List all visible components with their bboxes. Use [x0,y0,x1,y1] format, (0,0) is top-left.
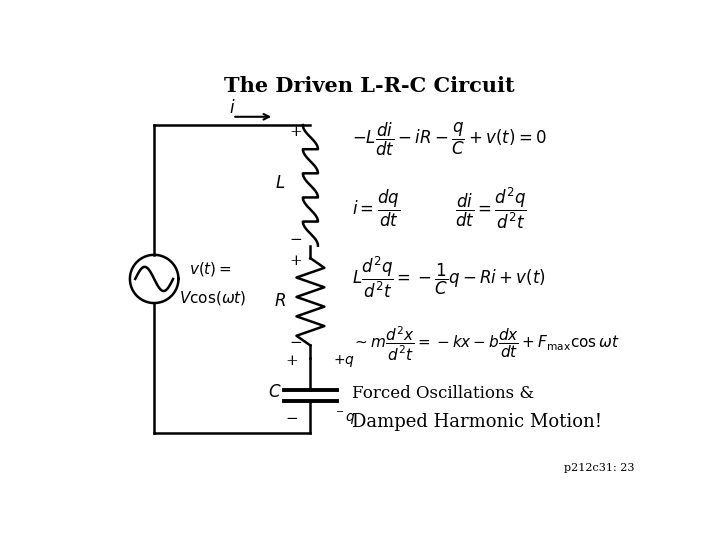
Text: −: − [289,335,302,349]
Text: −: − [286,412,298,426]
Text: $\dfrac{di}{dt} = \dfrac{d^{2}q}{d^{2}t}$: $\dfrac{di}{dt} = \dfrac{d^{2}q}{d^{2}t}… [456,186,528,231]
Text: The Driven L-R-C Circuit: The Driven L-R-C Circuit [224,76,514,96]
Text: $^-q$: $^-q$ [333,411,356,428]
Text: Damped Harmonic Motion!: Damped Harmonic Motion! [352,414,603,431]
Text: +: + [286,354,298,368]
Text: $i$: $i$ [229,99,235,118]
Text: $L\dfrac{d^{2}q}{d^{2}t} = -\dfrac{1}{C}q - Ri + v(t)$: $L\dfrac{d^{2}q}{d^{2}t} = -\dfrac{1}{C}… [352,254,546,300]
Text: $i = \dfrac{dq}{dt}$: $i = \dfrac{dq}{dt}$ [352,187,400,229]
Text: Forced Oscillations &: Forced Oscillations & [352,385,534,402]
Text: $-L\dfrac{di}{dt} - iR - \dfrac{q}{C} + v(t) = 0$: $-L\dfrac{di}{dt} - iR - \dfrac{q}{C} + … [352,121,547,158]
Text: $+q$: $+q$ [333,353,355,369]
Text: $L$: $L$ [274,175,285,192]
Text: −: − [289,233,302,247]
Text: $\sim m\dfrac{d^{2}x}{d^{2}t} = -kx - b\dfrac{dx}{dt} + F_{\mathrm{max}}\cos\ome: $\sim m\dfrac{d^{2}x}{d^{2}t} = -kx - b\… [352,325,620,363]
Text: $v(t)=$: $v(t)=$ [189,260,233,278]
Text: $V\cos(\omega t)$: $V\cos(\omega t)$ [179,289,247,307]
Text: p212c31: 23: p212c31: 23 [564,463,634,473]
Text: $C$: $C$ [269,384,282,401]
Text: +: + [289,254,302,268]
Text: +: + [289,125,302,139]
Text: $R$: $R$ [274,293,286,310]
